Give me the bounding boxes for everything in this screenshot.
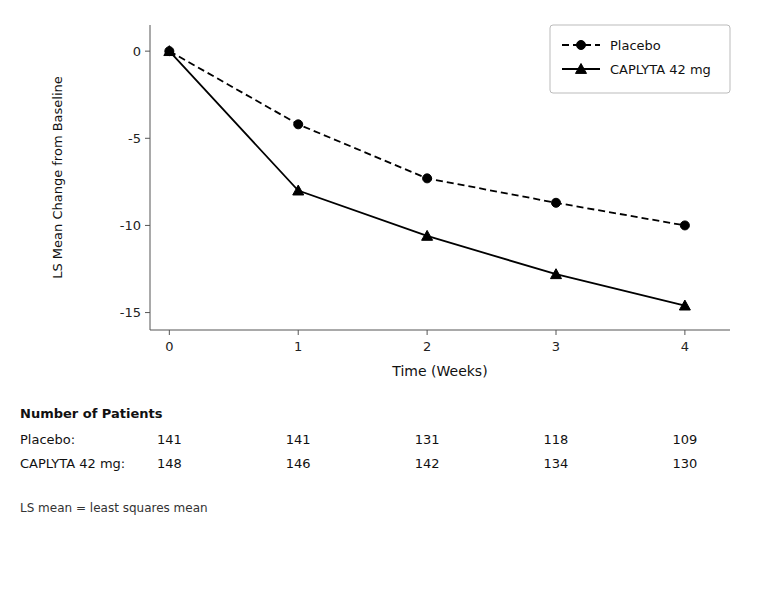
legend-marker [577,41,586,50]
table-row-label: CAPLYTA 42 mg: [20,456,125,471]
point-marker [165,47,174,56]
legend: Placebo CAPLYTA 42 mg [550,25,730,93]
table-title: Number of Patients [20,406,163,421]
y-tick-label: -15 [120,305,141,320]
point-marker [551,269,562,279]
point-marker [294,120,303,129]
legend-box [550,25,730,93]
x-tick-label: 1 [294,339,302,354]
table-count: 130 [672,456,697,471]
y-tick-label: -5 [128,131,141,146]
x-axis-line [150,330,730,331]
y-tick [145,138,150,139]
table-count: 134 [544,456,569,471]
x-tick-label: 3 [552,339,560,354]
point-marker [293,185,304,195]
table-count: 109 [672,432,697,447]
patients-table: Number of Patients Placebo: 141 141 131 118 10… [20,406,697,471]
point-marker [680,221,689,230]
x-tick-label: 0 [165,339,173,354]
x-tick-label: 2 [423,339,431,354]
x-tick [427,330,428,335]
point-marker [552,198,561,207]
point-marker [422,230,433,240]
point-marker [679,300,690,310]
y-axis-label: LS Mean Change from Baseline [50,76,65,279]
x-tick-label: 4 [681,339,689,354]
table-count: 141 [286,432,311,447]
point-marker [423,174,432,183]
x-axis-label: Time (Weeks) [391,363,487,379]
x-tick [684,330,685,335]
y-tick-label: -10 [120,218,141,233]
table-count: 148 [157,456,182,471]
footnote: LS mean = least squares mean [20,501,208,515]
point-marker [164,46,175,56]
x-tick [169,330,170,335]
chart: 0 -5 -10 -15 0 1 2 3 4 Time (Weeks) LS Mean Change… [0,0,760,606]
table-count: 118 [544,432,569,447]
x-tick [298,330,299,335]
legend-marker [576,64,587,74]
y-tick [145,312,150,313]
y-tick-label: 0 [133,44,141,59]
table-count: 131 [415,432,440,447]
y-axis-line [150,25,151,330]
y-tick [145,225,150,226]
table-count: 141 [157,432,182,447]
table-row-label: Placebo: [20,432,75,447]
table-count: 142 [415,456,440,471]
x-tick [556,330,557,335]
legend-label: CAPLYTA 42 mg [610,62,711,77]
table-count: 146 [286,456,311,471]
legend-label: Placebo [610,38,661,53]
y-tick [145,51,150,52]
